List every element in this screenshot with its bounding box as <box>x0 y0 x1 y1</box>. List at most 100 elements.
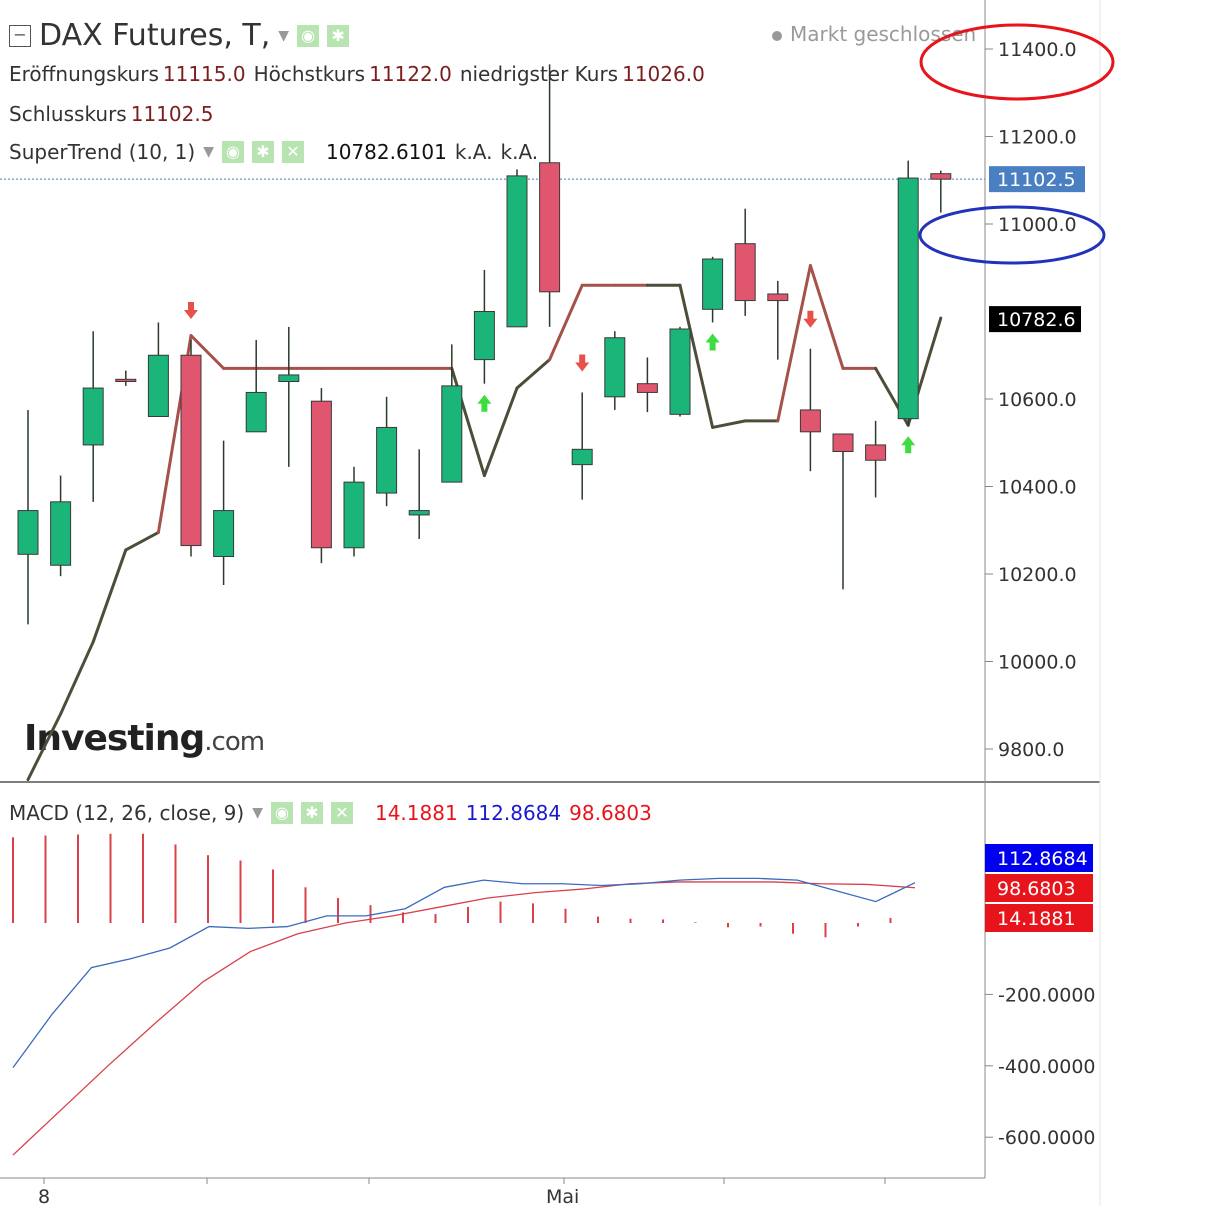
price-tick-label: 10600.0 <box>998 389 1077 411</box>
macd-tick-label: -400.0000 <box>998 1056 1096 1078</box>
buy-arrow-icon <box>901 436 916 454</box>
candle <box>441 344 463 483</box>
chevron-down-icon[interactable]: ▼ <box>252 805 263 821</box>
macd-label[interactable]: MACD (12, 26, close, 9) <box>9 801 245 825</box>
candle-body <box>897 177 919 420</box>
gear-icon[interactable]: ✱ <box>327 24 350 47</box>
price-tick-label: 11400.0 <box>998 39 1077 61</box>
collapse-icon[interactable]: − <box>9 24 31 47</box>
close-icon[interactable]: ✕ <box>281 141 304 163</box>
candle <box>930 170 952 213</box>
candle <box>343 466 365 557</box>
candle-body <box>571 448 593 466</box>
candle <box>50 475 72 577</box>
candle <box>832 433 854 590</box>
gear-icon[interactable]: ✱ <box>251 141 274 163</box>
candle <box>213 440 235 585</box>
candle <box>669 326 691 417</box>
eye-icon[interactable]: ◉ <box>221 141 244 163</box>
macd-signal-value: 98.6803 <box>569 801 652 825</box>
candle <box>571 392 593 500</box>
gear-icon[interactable]: ✱ <box>300 802 323 824</box>
macd-line-value: 112.8684 <box>465 801 562 825</box>
annotation-ellipse-blue <box>918 205 1106 265</box>
supertrend-price-tag <box>989 306 1081 333</box>
chevron-down-icon[interactable]: ▼ <box>278 27 290 44</box>
candle <box>180 339 202 557</box>
supertrend-segment <box>26 712 63 782</box>
price-tick-label: 11200.0 <box>998 127 1077 149</box>
candle-body <box>115 378 137 382</box>
current-price-tag-text: 11102.5 <box>997 169 1076 191</box>
supertrend-segment <box>711 419 747 429</box>
supertrend-price-tag-text: 10782.6 <box>997 309 1076 331</box>
candle <box>82 331 104 502</box>
price-tick-label: 11000.0 <box>998 214 1077 236</box>
chart-header: − DAX Futures, T, ▼ ◉ ✱ <box>9 18 357 53</box>
close-value: 11102.5 <box>130 102 214 126</box>
sell-arrow-icon <box>803 310 818 328</box>
eye-icon[interactable]: ◉ <box>297 24 320 47</box>
supertrend-segment <box>91 548 128 644</box>
candle-body <box>17 510 39 555</box>
macd-value-tag-text: 112.8684 <box>997 848 1088 870</box>
candle-body <box>636 383 658 393</box>
candle <box>17 409 39 625</box>
ohlc-row: Eröffnungskurs 11115.0 Höchstkurs 11122.… <box>9 62 713 86</box>
buy-arrow-icon <box>705 333 720 351</box>
candle <box>702 256 724 323</box>
supertrend-segment <box>678 283 715 429</box>
supertrend-segment <box>59 640 95 716</box>
supertrend-segment <box>548 283 584 362</box>
time-tick-label: 8 <box>38 1186 50 1206</box>
candle <box>376 396 398 507</box>
candle-body <box>441 385 463 483</box>
candle-body <box>376 426 398 494</box>
candle <box>278 326 300 467</box>
candle-body <box>343 481 365 549</box>
candle-body <box>539 162 561 293</box>
low-value: 11026.0 <box>622 62 705 86</box>
candle <box>506 169 528 328</box>
sell-arrow-icon <box>184 301 198 319</box>
price-tick-label: 10200.0 <box>998 564 1077 586</box>
macd-legend: MACD (12, 26, close, 9) ▼ ◉ ✱ ✕ 14.1881 … <box>9 801 660 825</box>
candle <box>408 449 430 539</box>
chevron-down-icon[interactable]: ▼ <box>203 144 214 160</box>
candle <box>539 64 561 327</box>
current-price-tag <box>989 166 1085 193</box>
chart-title: DAX Futures, T, <box>39 18 271 53</box>
macd-value-tag <box>985 844 1093 872</box>
eye-icon[interactable]: ◉ <box>270 802 293 824</box>
candle-body <box>473 311 495 361</box>
candle <box>897 160 919 426</box>
buy-arrow-icon <box>477 394 492 412</box>
high-value: 11122.0 <box>369 62 452 86</box>
candle <box>799 348 821 472</box>
supertrend-segment <box>482 386 519 478</box>
candle <box>473 269 495 384</box>
supertrend-extra-1: k.A. <box>454 140 493 164</box>
annotation-ellipse-red <box>919 23 1115 101</box>
low-label: niedrigster Kurs <box>459 62 619 86</box>
macd-value-tag-text: 98.6803 <box>997 878 1076 900</box>
candle-body <box>734 243 756 302</box>
high-label: Höchstkurs <box>253 62 366 86</box>
supertrend-segment <box>189 334 226 370</box>
candle <box>245 339 267 433</box>
candle <box>636 357 658 413</box>
candle-body <box>213 510 235 557</box>
candle <box>310 388 332 564</box>
price-tick-label: 10000.0 <box>998 652 1077 674</box>
signal-line <box>12 881 916 1156</box>
candle-body <box>50 501 72 566</box>
candle <box>147 322 169 417</box>
open-label: Eröffnungskurs <box>9 62 159 86</box>
price-tick-label: 9800.0 <box>998 739 1064 761</box>
close-icon[interactable]: ✕ <box>330 802 353 824</box>
candle-body <box>865 444 887 461</box>
candle-body <box>832 433 854 452</box>
candle-body <box>799 409 821 433</box>
supertrend-label[interactable]: SuperTrend (10, 1) <box>9 140 196 164</box>
